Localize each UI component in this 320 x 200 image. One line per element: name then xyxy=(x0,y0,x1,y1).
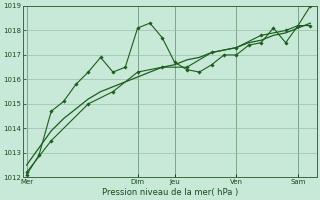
X-axis label: Pression niveau de la mer( hPa ): Pression niveau de la mer( hPa ) xyxy=(101,188,238,197)
